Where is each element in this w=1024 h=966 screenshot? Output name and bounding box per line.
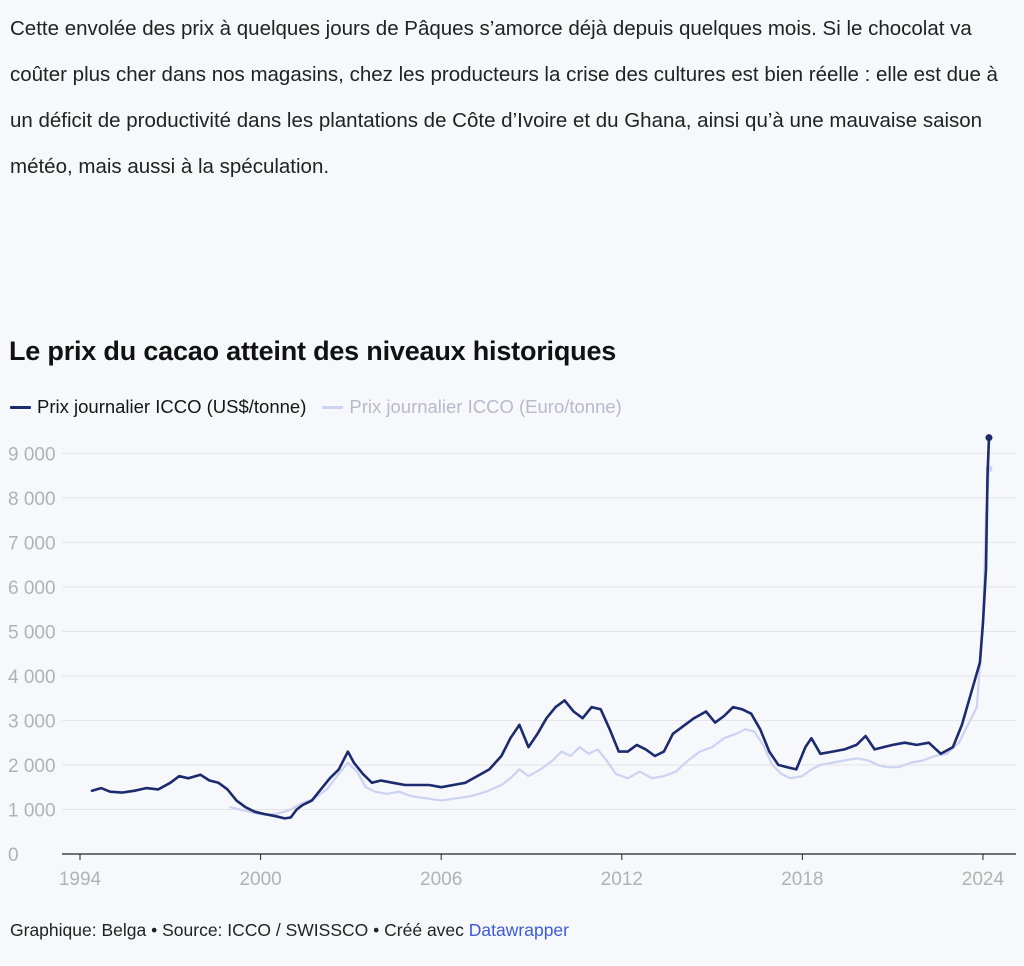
usd-series-line <box>90 436 991 820</box>
x-tick-label: 1994 <box>59 869 102 890</box>
footer-separator: • <box>373 920 380 940</box>
x-tick-label: 2018 <box>781 869 823 890</box>
y-tick-label: 4 000 <box>8 667 56 688</box>
legend-item-usd: Prix journalier ICCO (US$/tonne) <box>10 396 306 418</box>
y-tick-label: 6 000 <box>8 578 56 599</box>
footer-created-with: Créé avec <box>384 920 464 940</box>
x-tick-label: 2000 <box>239 869 281 890</box>
y-tick-label: 2 000 <box>8 756 56 777</box>
x-tick-label: 2006 <box>420 869 462 890</box>
y-tick-label: 7 000 <box>8 533 56 554</box>
y-tick-label: 9 000 <box>8 444 56 465</box>
y-tick-label: 5 000 <box>8 622 56 643</box>
eur-series-line <box>229 467 991 816</box>
chart-title: Le prix du cacao atteint des niveaux his… <box>9 336 617 366</box>
datawrapper-link[interactable]: Datawrapper <box>468 920 569 940</box>
y-tick-label: 3 000 <box>8 711 56 732</box>
y-tick-label: 0 <box>8 845 19 866</box>
footer-graphic-credit: Graphique: Belga <box>10 920 147 940</box>
footer-source: Source: ICCO / SWISSCO <box>162 920 369 940</box>
chart-legend: Prix journalier ICCO (US$/tonne) Prix jo… <box>10 394 638 420</box>
y-tick-label: 8 000 <box>8 489 56 510</box>
x-tick-label: 2012 <box>601 869 643 890</box>
chart-footer: Graphique: Belga • Source: ICCO / SWISSC… <box>10 920 569 941</box>
legend-swatch-eur <box>322 405 344 409</box>
footer-separator: • <box>151 920 158 940</box>
legend-label-eur: Prix journalier ICCO (Euro/tonne) <box>349 396 622 417</box>
usd-last-point <box>985 434 993 442</box>
legend-label-usd: Prix journalier ICCO (US$/tonne) <box>37 396 307 417</box>
article-paragraph: Cette envolée des prix à quelques jours … <box>10 17 998 178</box>
price-line-chart: 0 1 000 2 000 3 000 4 000 5 000 6 000 7 000 8 00… <box>8 434 1016 890</box>
x-tick-label: 2024 <box>962 869 1005 890</box>
y-tick-label: 1 000 <box>8 800 56 821</box>
legend-swatch-usd <box>10 405 31 409</box>
legend-item-eur: Prix journalier ICCO (Euro/tonne) <box>322 396 622 418</box>
